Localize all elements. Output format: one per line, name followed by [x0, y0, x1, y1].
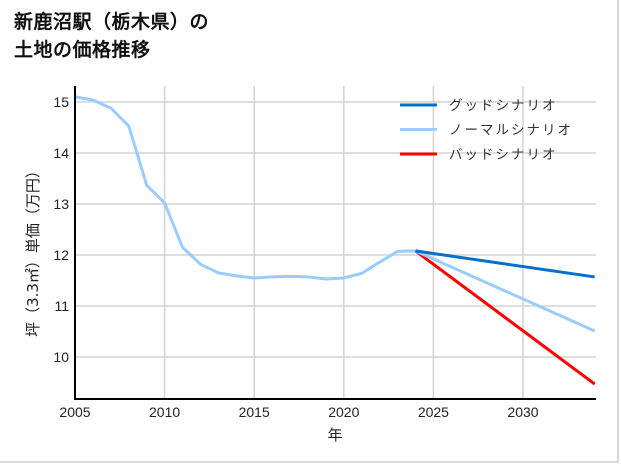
chart-title-line1: 新鹿沼駅（栃木県）の [14, 11, 210, 33]
legend-label: ノーマルシナリオ [449, 123, 573, 139]
x-tick-label: 2020 [328, 404, 359, 420]
y-tick-label: 10 [53, 349, 69, 365]
legend-item: バッドシナリオ [400, 147, 558, 163]
legend-item: グッドシナリオ [400, 98, 558, 114]
x-tick-label: 2015 [239, 404, 270, 420]
x-tick-label: 2030 [507, 404, 538, 420]
y-tick-label: 13 [53, 196, 69, 212]
legend-label: グッドシナリオ [449, 98, 558, 114]
y-axis-label: 坪（3.3㎡）単価（万円） [24, 163, 42, 337]
legend-item: ノーマルシナリオ [400, 123, 573, 139]
legend-label: バッドシナリオ [449, 147, 558, 163]
y-tick-label: 14 [53, 145, 69, 161]
y-tick-label: 11 [54, 298, 69, 314]
y-tick-label: 12 [53, 247, 69, 263]
tick-labels: 2005 2010 2015 2020 2025 2030 10 11 12 13 14 15 [53, 94, 538, 420]
x-tick-label: 2025 [418, 404, 449, 420]
chart-title: 新鹿沼駅（栃木県）の 土地の価格推移 [14, 8, 209, 64]
good-scenario-line [415, 249, 595, 279]
chart-title-line2: 土地の価格推移 [14, 39, 151, 61]
x-tick-label: 2010 [149, 404, 180, 420]
x-axis-label: 年 [327, 426, 342, 444]
x-tick-label: 2005 [59, 404, 90, 420]
normal-scenario-line [414, 249, 596, 333]
historical-line [74, 95, 416, 281]
grid-lines [75, 86, 596, 399]
bad-scenario-line [414, 249, 596, 386]
y-tick-label: 15 [53, 94, 69, 110]
axes [74, 86, 596, 400]
data-lines [74, 95, 596, 386]
